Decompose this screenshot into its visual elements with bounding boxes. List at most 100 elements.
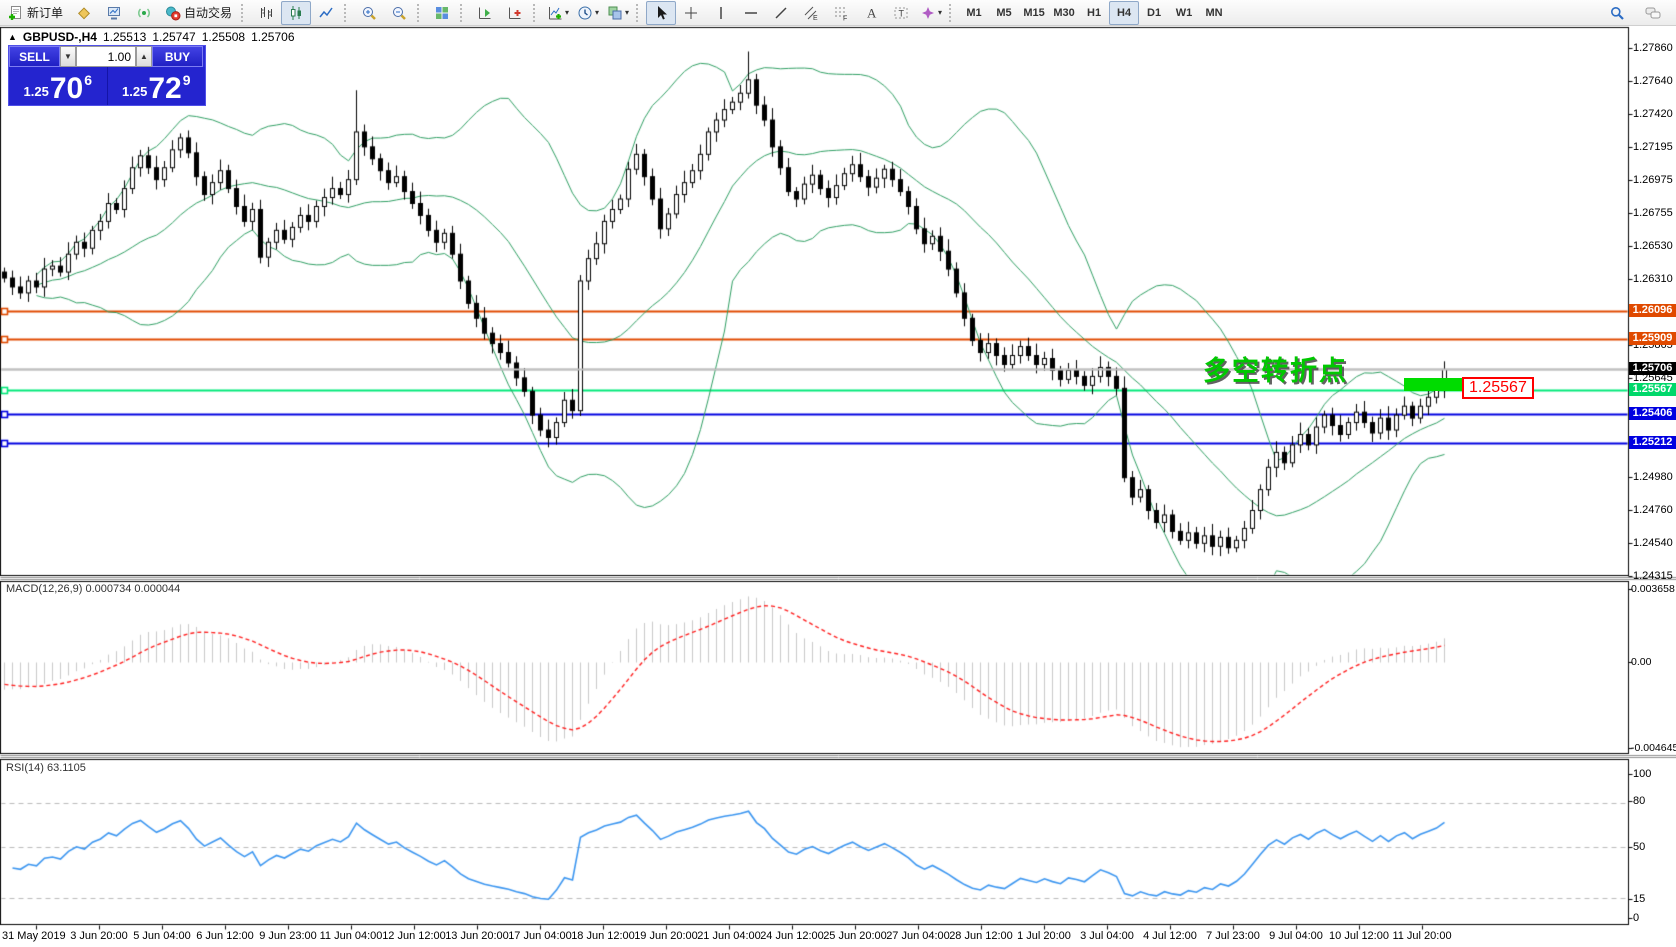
macd-indicator-label: MACD(12,26,9) 0.000734 0.000044	[6, 583, 181, 595]
toolbar-grip	[460, 3, 466, 22]
time-axis-label: 9 Jul 04:00	[1269, 930, 1323, 942]
arrows-icon	[920, 5, 936, 21]
new-order-button[interactable]: 新订单	[2, 1, 69, 25]
time-axis-label: 11 Jul 20:00	[1392, 930, 1452, 942]
rsi-tick-label: 80	[1633, 795, 1646, 807]
timeframe-m5-label: M5	[996, 6, 1012, 19]
chat-icon	[1645, 5, 1661, 21]
fibonacci-button[interactable]: F	[826, 1, 856, 25]
sell-price-box[interactable]: 1.25 70 6	[9, 67, 108, 105]
auto-trading-button[interactable]: 自动交易	[159, 1, 238, 25]
auto-arrange-button[interactable]	[470, 1, 500, 25]
time-axis-label: 13 Jun 20:00	[445, 930, 509, 942]
volume-up-button[interactable]: ▲	[136, 46, 152, 67]
timeframe-h1[interactable]: H1	[1079, 1, 1109, 25]
dropdown-caret-icon[interactable]: ▾	[938, 8, 943, 17]
buy-price-pip: 9	[182, 72, 191, 88]
timeframe-m5[interactable]: M5	[989, 1, 1019, 25]
bar-chart-button[interactable]	[251, 1, 281, 25]
one-click-panel-toggle[interactable]: ▲	[8, 32, 17, 42]
zoom-in-button[interactable]	[354, 1, 384, 25]
timeframe-h4[interactable]: H4	[1109, 0, 1140, 25]
time-axis-label: 5 Jun 04:00	[133, 930, 191, 942]
level-price-badge: 1.25212	[1629, 435, 1676, 449]
price-tick-label: 1.24540	[1633, 536, 1673, 549]
dropdown-caret-icon[interactable]: ▾	[625, 8, 630, 17]
volume-input[interactable]	[76, 46, 136, 67]
text-icon: A	[863, 5, 879, 21]
level-price-badge: 1.26096	[1629, 303, 1676, 317]
new-chart-button[interactable]: ▾	[543, 1, 573, 25]
dropdown-caret-icon[interactable]: ▾	[595, 8, 600, 17]
trendline-button[interactable]	[766, 1, 796, 25]
zoom-in-icon	[361, 5, 377, 21]
timeframe-m15-label: M15	[1023, 6, 1045, 19]
crosshair-button[interactable]	[676, 1, 706, 25]
price-tick-label: 1.24760	[1633, 504, 1673, 516]
zoom-out-icon	[391, 5, 407, 21]
timeframe-mn[interactable]: MN	[1199, 1, 1229, 25]
buy-button[interactable]: BUY	[152, 46, 203, 67]
profiles-button[interactable]	[69, 1, 99, 25]
market-watch-button[interactable]	[99, 1, 129, 25]
price-tag-annotation[interactable]: 1.25567	[1462, 377, 1534, 399]
timeframe-m30-label: M30	[1053, 6, 1075, 19]
auto-arrange-icon	[477, 5, 493, 21]
timeframe-m1[interactable]: M1	[959, 1, 989, 25]
search-button[interactable]	[1602, 1, 1632, 25]
svg-text:E: E	[813, 15, 818, 21]
turning-point-annotation[interactable]: 多空转折点	[1203, 356, 1348, 386]
timeframe-d1[interactable]: D1	[1139, 1, 1169, 25]
time-axis-label: 24 Jun 12:00	[760, 930, 824, 942]
text-button[interactable]: A	[856, 1, 886, 25]
bar-chart-icon	[258, 5, 274, 21]
rsi-tick-label: 50	[1633, 841, 1646, 853]
arrows-button[interactable]: ▾	[916, 1, 946, 25]
svg-text:A: A	[867, 5, 877, 20]
time-axis-label: 9 Jun 23:00	[259, 930, 317, 942]
zoom-out-button[interactable]	[384, 1, 414, 25]
new-order-icon	[8, 5, 24, 21]
line-chart-button[interactable]	[311, 1, 341, 25]
toolbar-grip	[344, 3, 350, 22]
chat-button[interactable]	[1638, 1, 1668, 25]
time-axis-label: 27 Jun 04:00	[886, 930, 950, 942]
vertical-line-button[interactable]	[706, 1, 736, 25]
templates-icon	[607, 5, 623, 21]
buy-price-box[interactable]: 1.25 72 9	[107, 67, 205, 105]
track-chart-button[interactable]	[500, 1, 530, 25]
text-label-button[interactable]: T	[886, 1, 916, 25]
volume-down-button[interactable]: ▼	[60, 46, 76, 67]
support-highlight-rectangle[interactable]	[1404, 378, 1470, 391]
tile-windows-button[interactable]	[427, 1, 457, 25]
ohlc-open: 1.25513	[102, 30, 147, 44]
auto-trading-icon	[165, 5, 181, 21]
timeframe-m30[interactable]: M30	[1049, 1, 1079, 25]
timeframe-w1[interactable]: W1	[1169, 1, 1199, 25]
buy-price-big: 72	[148, 72, 182, 105]
time-axis-label: 12 Jun 12:00	[382, 930, 446, 942]
sell-button[interactable]: SELL	[9, 46, 60, 67]
time-axis-label: 19 Jun 20:00	[634, 930, 698, 942]
rsi-tick-label: 0	[1633, 912, 1640, 924]
level-price-badge: 1.25567	[1629, 382, 1676, 396]
signals-button[interactable]	[129, 1, 159, 25]
candle-chart-button[interactable]	[281, 0, 312, 25]
timeframe-h4-label: H4	[1117, 6, 1132, 19]
level-price-badge: 1.25406	[1629, 406, 1676, 420]
symbol-info-bar: ▲ GBPUSD-,H4 1.25513 1.25747 1.25508 1.2…	[8, 30, 295, 44]
templates-button[interactable]: ▾	[603, 1, 633, 25]
sell-price-pip: 6	[84, 72, 92, 88]
horizontal-line-icon	[743, 5, 759, 21]
macd-tick-label: 0.003658	[1631, 583, 1675, 595]
dropdown-caret-icon[interactable]: ▾	[565, 8, 570, 17]
equidistant-channel-button[interactable]: E	[796, 1, 826, 25]
periods-button[interactable]: ▾	[573, 1, 603, 25]
timeframe-m15[interactable]: M15	[1019, 1, 1049, 25]
cursor-button[interactable]	[646, 0, 677, 25]
toolbar-group-arrange	[470, 1, 530, 25]
tile-windows-icon	[434, 5, 450, 21]
horizontal-line-button[interactable]	[736, 1, 766, 25]
sell-price-small: 1.25	[23, 84, 49, 99]
